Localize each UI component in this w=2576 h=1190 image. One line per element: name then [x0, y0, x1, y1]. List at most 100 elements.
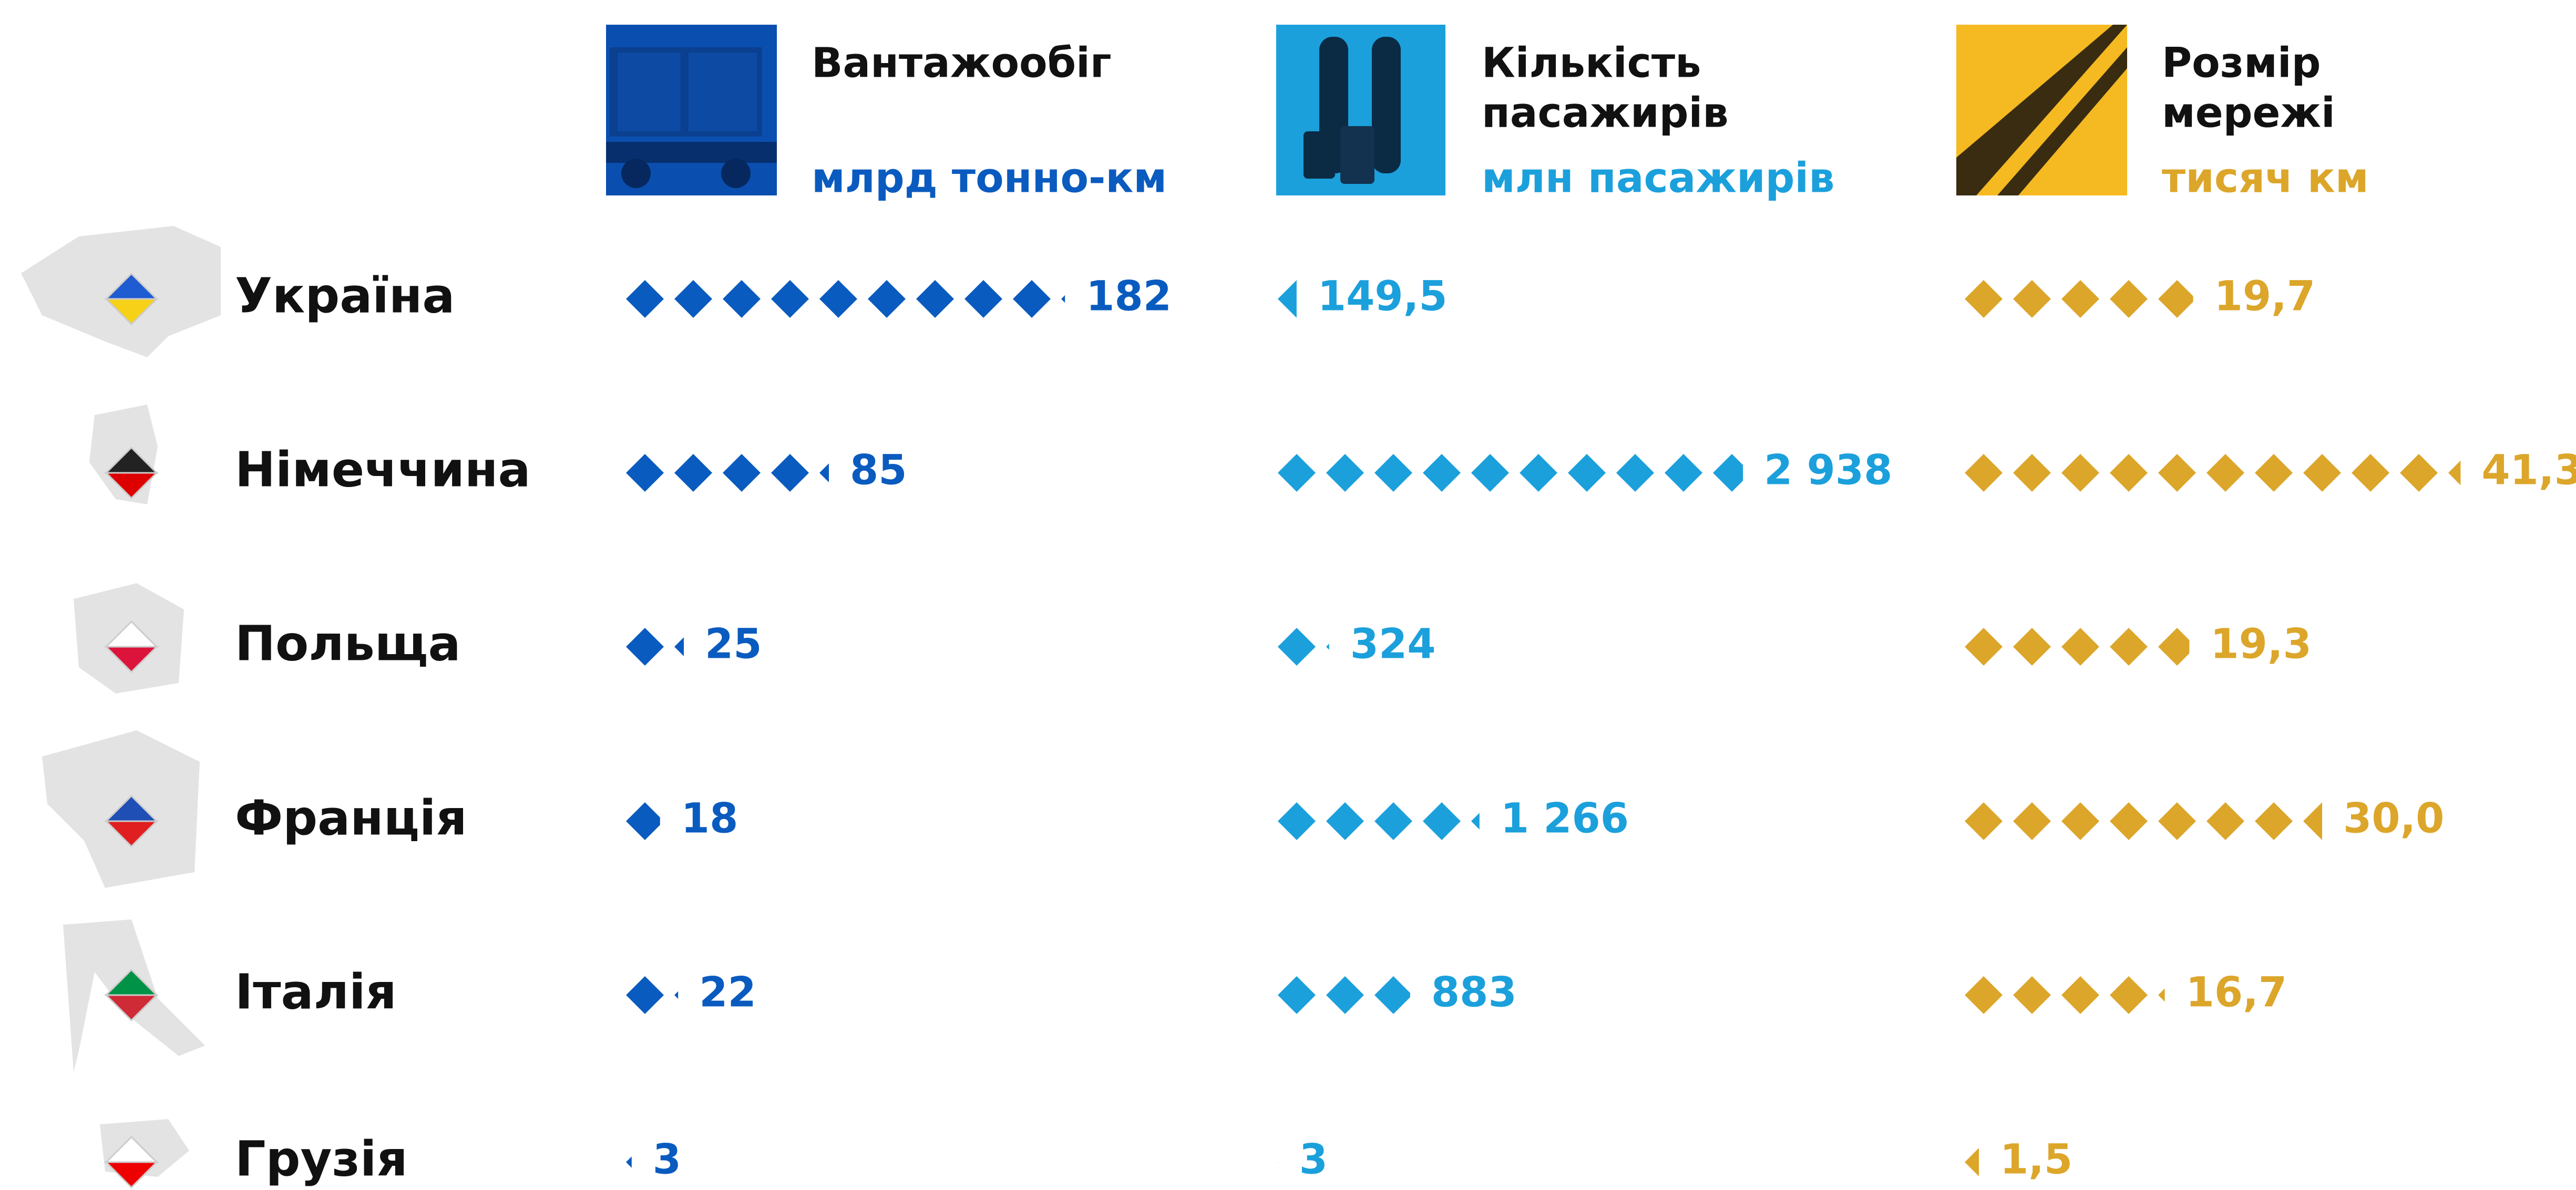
column-title: пасажирів [1482, 89, 1729, 137]
icon-diamond [1374, 454, 1412, 492]
icon-diamond [2061, 628, 2099, 666]
icon-diamond [2110, 802, 2148, 840]
icon-diamond [2206, 802, 2244, 840]
icon-diamond [2400, 454, 2438, 492]
icon-diamond-partial [626, 802, 664, 840]
value-label: 2 938 [1764, 447, 1892, 494]
icon-diamond [1013, 280, 1051, 318]
freight-image [606, 25, 777, 195]
icon-diamond [1326, 976, 1364, 1014]
country-name: Грузія [235, 1131, 408, 1187]
column-title: мережі [2162, 89, 2335, 137]
icon-diamond [1278, 628, 1316, 666]
value-label: 1,5 [2000, 1136, 2072, 1183]
icon-diamond [1616, 454, 1654, 492]
country-name: Україна [235, 267, 455, 324]
icon-diamond [1568, 454, 1606, 492]
value-label: 19,3 [2210, 620, 2311, 668]
icon-diamond [2013, 454, 2051, 492]
icon-diamond [2013, 802, 2051, 840]
icon-diamond [868, 280, 906, 318]
value-label: 883 [1431, 969, 1517, 1016]
icon-diamond [2061, 802, 2099, 840]
icon-diamond [1326, 802, 1364, 840]
page: {"countries": ["Україна", "Німеччина", "… [0, 0, 2576, 1190]
value-label: 25 [705, 620, 762, 668]
icon-diamond [1471, 454, 1509, 492]
unit-label: млн пасажирів [1482, 154, 1835, 202]
country-name: Польща [235, 615, 461, 671]
icon-diamond [1278, 454, 1316, 492]
icon-diamond [2158, 802, 2196, 840]
value-label: 149,5 [1318, 273, 1448, 320]
icon-diamond [626, 628, 664, 666]
icon-diamond [2110, 976, 2148, 1014]
icon-diamond [723, 280, 761, 318]
icon-diamond [2061, 280, 2099, 318]
icon-diamond [2110, 280, 2148, 318]
icon-diamond [2255, 454, 2293, 492]
icon-diamond [674, 280, 712, 318]
icon-diamond-partial [1965, 1143, 2003, 1181]
icon-diamond [819, 280, 857, 318]
icon-diamond [2013, 976, 2051, 1014]
icon-diamond [771, 454, 809, 492]
value-label: 22 [699, 969, 756, 1016]
icon-diamond [1278, 802, 1316, 840]
country-name: Італія [235, 964, 397, 1020]
unit-label: млрд тонно-км [812, 154, 1167, 202]
icon-diamond [2158, 454, 2196, 492]
icon-diamond [1520, 454, 1557, 492]
icon-diamond-partial [2303, 802, 2341, 840]
country-name: Франція [235, 790, 467, 846]
value-label: 30,0 [2343, 795, 2444, 842]
icon-diamond [626, 454, 664, 492]
icon-diamond [2303, 454, 2341, 492]
icon-diamond-partial [1713, 454, 1751, 492]
icon-diamond [2061, 976, 2099, 1014]
icon-diamond [1965, 280, 2003, 318]
infographic: Україна Німеччина Польща Франція Італія Грузі… [0, 0, 2576, 1190]
icon-diamond [1965, 454, 2003, 492]
passengers-image [1276, 25, 1445, 195]
icon-diamond [2110, 454, 2148, 492]
value-label: 85 [850, 447, 907, 494]
country-name: Німеччина [235, 441, 531, 498]
icon-diamond-partial [2448, 454, 2486, 492]
icon-diamond [1326, 454, 1364, 492]
value-label: 324 [1350, 620, 1436, 668]
icon-diamond [2110, 628, 2148, 666]
column-title: Кількість [1482, 39, 1701, 87]
icon-diamond [1965, 628, 2003, 666]
icon-diamond [626, 976, 664, 1014]
icon-diamond [626, 280, 664, 318]
icon-diamond [2206, 454, 2244, 492]
icon-diamond [2255, 802, 2293, 840]
icon-diamond [771, 280, 809, 318]
icon-diamond-partial [2158, 280, 2196, 318]
icon-diamond [1665, 454, 1702, 492]
icon-diamond [1423, 802, 1461, 840]
value-label: 1 266 [1501, 795, 1629, 842]
icon-diamond [723, 454, 761, 492]
value-label: 16,7 [2186, 969, 2287, 1016]
icon-diamond [1423, 454, 1461, 492]
icon-diamond [964, 280, 1002, 318]
icon-diamond [2352, 454, 2389, 492]
icon-diamond [2013, 628, 2051, 666]
icon-diamond [2013, 280, 2051, 318]
value-label: 3 [1299, 1136, 1328, 1183]
value-label: 41,3 [2481, 447, 2576, 494]
icon-diamond [916, 280, 954, 318]
icon-diamond [1374, 802, 1412, 840]
icon-diamond-partial [1374, 976, 1412, 1014]
value-label: 182 [1086, 273, 1172, 320]
icon-diamond [674, 454, 712, 492]
icon-diamond-partial [1278, 280, 1316, 318]
unit-label: тисяч км [2162, 154, 2369, 202]
icon-diamond [2061, 454, 2099, 492]
icon-diamond [1965, 802, 2003, 840]
icon-diamond [1278, 976, 1316, 1014]
icon-diamond [1965, 976, 2003, 1014]
value-label: 19,7 [2214, 273, 2315, 320]
